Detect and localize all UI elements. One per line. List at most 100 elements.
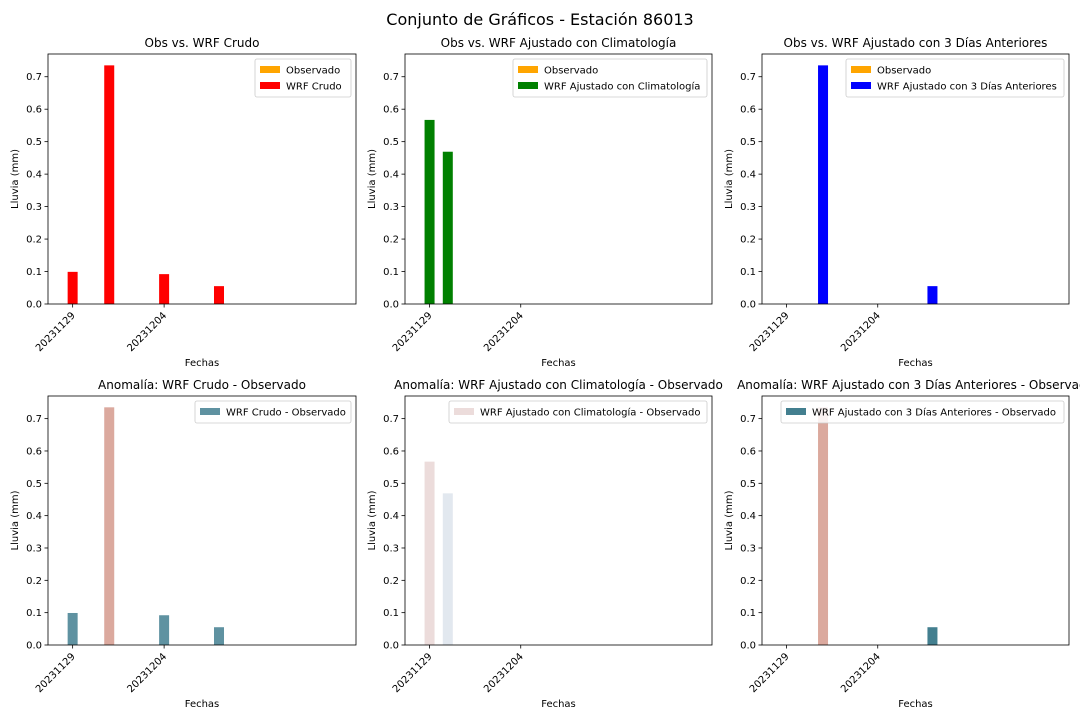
y-tick-label: 0.5: [383, 137, 399, 148]
y-tick-label: 0.2: [740, 576, 756, 587]
y-tick-label: 0.0: [26, 300, 42, 311]
y-axis-label: Lluvia (mm): [724, 149, 735, 209]
legend: WRF Ajustado con 3 Días Anteriores - Obs…: [780, 400, 1065, 424]
legend-entry: WRF Ajustado con 3 Días Anteriores: [877, 81, 1057, 93]
bar: [424, 461, 435, 645]
legend-swatch: [851, 82, 871, 89]
y-tick-label: 0.7: [740, 414, 756, 425]
x-axis-label: Fechas: [185, 358, 220, 369]
x-tick-label: 20231204: [125, 651, 169, 695]
y-tick-label: 0.7: [26, 72, 42, 83]
y-tick-label: 0.1: [740, 267, 756, 278]
chart-title: Anomalía: WRF Ajustado con Climatología …: [394, 378, 723, 392]
y-tick-label: 0.1: [26, 608, 42, 619]
y-axis-label: Lluvia (mm): [367, 149, 378, 209]
x-axis-label: Fechas: [541, 699, 576, 710]
y-tick-label: 0.6: [383, 105, 399, 116]
y-tick-label: 0.3: [740, 202, 756, 213]
x-axis-label: Fechas: [541, 358, 576, 369]
y-tick-label: 0.3: [740, 543, 756, 554]
x-tick-label: 20231129: [748, 651, 792, 695]
y-tick-label: 0.5: [740, 137, 756, 148]
chart-title: Obs vs. WRF Ajustado con Climatología: [441, 36, 677, 50]
legend-swatch: [851, 66, 871, 73]
bar: [159, 274, 170, 304]
y-tick-label: 0.6: [26, 446, 42, 457]
legend: WRF Ajustado con Climatología - Observad…: [448, 400, 708, 424]
axes-frame: [761, 53, 1070, 305]
legend: Observado WRF Ajustado con 3 Días Anterio…: [845, 58, 1065, 98]
bar: [159, 615, 170, 645]
y-tick-label: 0.4: [383, 170, 399, 181]
y-tick-label: 0.4: [26, 170, 42, 181]
x-axis-label: Fechas: [898, 699, 933, 710]
y-tick-label: 0.5: [740, 479, 756, 490]
y-tick-label: 0.4: [26, 511, 42, 522]
y-axis-label: Lluvia (mm): [10, 490, 21, 550]
bar: [442, 493, 453, 645]
legend-entry: WRF Ajustado con Climatología: [544, 81, 700, 93]
y-tick-label: 0.6: [740, 105, 756, 116]
bar: [927, 627, 938, 645]
y-tick-label: 0.7: [383, 414, 399, 425]
x-axis-label: Fechas: [898, 358, 933, 369]
x-tick-label: 20231204: [482, 310, 526, 354]
x-tick-label: 20231129: [34, 310, 78, 354]
chart-panel-2: Obs vs. WRF Ajustado con Climatología 0.0…: [367, 36, 713, 369]
y-tick-label: 0.3: [26, 543, 42, 554]
legend-frame: [512, 58, 708, 98]
bar: [818, 407, 829, 645]
y-tick-label: 0.5: [26, 479, 42, 490]
x-tick-label: 20231204: [839, 310, 883, 354]
y-tick-label: 0.3: [383, 543, 399, 554]
axes-frame: [404, 395, 713, 646]
y-tick-label: 0.0: [740, 641, 756, 652]
bar: [104, 407, 115, 645]
legend-entry: Observado: [877, 66, 931, 77]
x-tick-label: 20231204: [125, 310, 169, 354]
y-tick-label: 0.7: [26, 414, 42, 425]
x-tick-label: 20231129: [34, 651, 78, 695]
legend-swatch: [200, 408, 220, 415]
axes-frame: [404, 53, 713, 305]
legend-swatch: [260, 82, 280, 89]
legend-swatch: [786, 408, 806, 415]
y-tick-label: 0.1: [383, 267, 399, 278]
x-tick-label: 20231204: [482, 651, 526, 695]
legend-swatch: [260, 66, 280, 73]
x-tick-label: 20231129: [748, 310, 792, 354]
y-tick-label: 0.6: [740, 446, 756, 457]
axes-frame: [761, 395, 1070, 646]
x-axis-label: Fechas: [185, 699, 220, 710]
y-tick-label: 0.2: [26, 235, 42, 246]
y-tick-label: 0.2: [740, 235, 756, 246]
x-tick-label: 20231129: [391, 310, 435, 354]
legend-frame: [448, 400, 708, 424]
y-tick-label: 0.6: [26, 105, 42, 116]
y-tick-label: 0.7: [740, 72, 756, 83]
legend-swatch: [518, 82, 538, 89]
bar: [67, 271, 78, 304]
y-tick-label: 0.1: [740, 608, 756, 619]
y-tick-label: 0.0: [383, 300, 399, 311]
bar: [214, 627, 225, 645]
bar: [67, 612, 78, 645]
legend-frame: [845, 58, 1065, 98]
y-tick-label: 0.7: [383, 72, 399, 83]
legend-entry: WRF Ajustado con 3 Días Anteriores - Obs…: [812, 407, 1056, 419]
chart-panel-1: Obs vs. WRF Crudo 0.0 0.1 0.2 0.3 0.4 0.5 0.6 0.…: [10, 36, 357, 369]
y-tick-label: 0.6: [383, 446, 399, 457]
y-tick-label: 0.4: [740, 170, 756, 181]
y-tick-label: 0.1: [383, 608, 399, 619]
chart-title: Anomalía: WRF Ajustado con 3 Días Anteri…: [737, 378, 1080, 392]
y-axis-label: Lluvia (mm): [724, 490, 735, 550]
chart-panel-6: Anomalía: WRF Ajustado con 3 Días Anteri…: [724, 378, 1080, 710]
legend-entry: Observado: [544, 66, 598, 77]
legend: Observado WRF Ajustado con Climatología: [512, 58, 708, 98]
y-axis-label: Lluvia (mm): [367, 490, 378, 550]
bar: [104, 65, 115, 304]
y-tick-label: 0.0: [740, 300, 756, 311]
bar: [927, 286, 938, 304]
